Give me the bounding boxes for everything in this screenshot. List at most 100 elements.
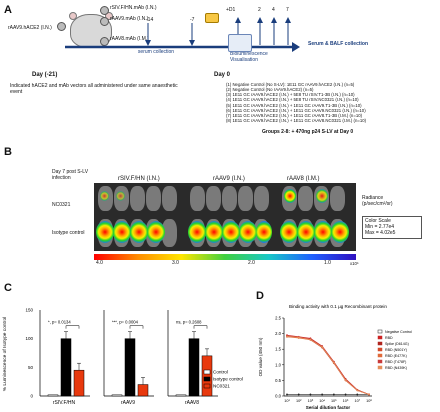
b-header: Day 7 post S-LV infection (52, 169, 89, 181)
group-item: (3) 1E11 GC rAAV9.hACE2 (I.N.) + 5E8 TU … (226, 92, 355, 98)
data-point (286, 393, 288, 396)
time-minus7: -7 (190, 17, 195, 23)
y-tick-label: 2.5 (275, 316, 281, 321)
luminescence-bar-chart: % Luminescence of Isotype control 0 50 100 1… (2, 308, 243, 407)
legend-swatch (203, 369, 211, 375)
legend-swatch (377, 365, 383, 370)
scale-tick: 1.0 (324, 260, 331, 266)
legend-label: RBD (E477K) (385, 354, 407, 358)
bioluminescence-label: Bioluminescence Visualisation (230, 51, 268, 63)
legend-label: Spike (D614G) (385, 342, 409, 346)
group-label: rAAV8 (185, 400, 199, 406)
group-item: (7) 1E11 GC rAAV9.hACE2 (I.N.) + 1E11 GC… (226, 112, 363, 118)
group-label: rAAV9 (121, 400, 135, 406)
data-point (309, 393, 312, 396)
vial-icon (100, 17, 109, 26)
panel-c-label: C (4, 282, 12, 294)
data-point (332, 361, 335, 364)
time-d7: 7 (286, 7, 289, 13)
serum-balf-label: Serum & BALF collection (308, 41, 369, 47)
y-tick-label: 150 (25, 308, 33, 313)
p-value-label: ns, p= 0.2608 (176, 320, 202, 325)
significance-bracket (65, 325, 80, 329)
b-row-nc0321: NC0321 (52, 202, 71, 208)
timeline-arrow (65, 17, 300, 52)
y-axis-label: OD value (450 nm) (258, 337, 263, 376)
b-col-3: rAAV8 (I.M.) (287, 176, 320, 182)
legend-label: RBD (N439K) (385, 366, 407, 370)
group-list: (1) Negative Control (No S-LV): 1E11 GC … (226, 82, 438, 123)
x-tick-label: 10³ (308, 399, 314, 403)
color-scale-max: Max = 4.02e5 (365, 229, 396, 236)
syringe-icon (205, 13, 219, 23)
time-d4: 4 (272, 7, 275, 13)
data-point (332, 393, 335, 396)
bioluminescence-image (94, 183, 356, 251)
group-label: rAAV9.hACE2 (I.N.) (8, 25, 52, 31)
radiance-label: Radiance (p/sec/cm²/sr) (362, 195, 393, 207)
y-tick-label: 0.0 (275, 394, 281, 399)
legend-swatch (203, 376, 211, 382)
group-item: (1) Negative Control (No S-LV): 1E11 GC … (226, 82, 355, 87)
legend-swatch (377, 353, 383, 358)
day-minus21-label: Day (-21) (32, 72, 58, 78)
series-line (286, 335, 370, 395)
vial-icon (100, 37, 109, 46)
data-point (297, 393, 300, 396)
data-point (356, 389, 359, 392)
x-tick-label: 10⁶ (343, 399, 349, 403)
bar (188, 338, 200, 397)
color-scale-title: Color Scale (365, 218, 391, 224)
scale-tick: 4.0 (96, 260, 103, 266)
imaging-icon (228, 34, 252, 52)
bar (60, 338, 72, 397)
y-tick-label: 100 (25, 336, 33, 341)
y-tick-label: 50 (28, 365, 34, 370)
p-value-label: ***, p= 0.0004 (112, 320, 139, 325)
legend-label: NC0321 (213, 384, 230, 389)
scale-exponent: x10⁵ (350, 261, 359, 266)
bar (175, 394, 187, 397)
data-point (297, 336, 300, 339)
y-tick-label: 1.0 (275, 362, 281, 367)
group-item: (8) 1E11 GC rAAV9.hACE2 (I.N.) + 1E11 GC… (226, 118, 367, 124)
vector-label-2: rAAV9.mAb (I.N.) (110, 16, 149, 22)
legend-swatch (203, 383, 211, 389)
vial-icon (100, 6, 109, 15)
significance-bracket (193, 325, 208, 329)
legend-label: Negative Control (385, 330, 412, 334)
binding-activity-chart: Binding activity with 0.1 µg Recombinant… (258, 304, 412, 410)
scale-tick: 2.0 (248, 260, 255, 266)
legend-label: Control (213, 370, 228, 375)
series-line (286, 334, 370, 395)
x-tick-label: 10⁴ (319, 399, 325, 403)
data-point (356, 393, 359, 396)
series-line (286, 336, 370, 395)
vector-label-3: rAAV8.mAb (I.M.) (110, 36, 149, 42)
time-minus14: -14 (146, 17, 154, 23)
group-item: (2) Negative Control (No rAAV9.hACE2) (n… (226, 87, 314, 93)
panel-d-label: D (256, 290, 264, 302)
groups-note: Groups 2-8: + 470ng p24 S-LV at Day 0 (262, 129, 354, 135)
group-item: (6) 1E11 GC rAAV9.hACE2 (I.N.) + 1E11 GC… (226, 107, 366, 113)
data-point (286, 335, 288, 338)
series-line (286, 336, 370, 395)
bar (124, 338, 136, 397)
bar (201, 355, 213, 397)
vector-label-1: rSIV.F/HN.mAb (I.N.) (110, 5, 157, 11)
x-tick-label: 10⁸ (366, 399, 372, 403)
y-tick-label: 1.5 (275, 347, 281, 352)
administration-note: Indicated hACE2 and mAb vectors all admi… (10, 83, 178, 95)
legend-swatch (377, 359, 383, 364)
b-row-isotype: Isotype control (52, 230, 85, 236)
legend-swatch (377, 335, 383, 340)
data-point (309, 338, 312, 341)
panel-a-label: A (4, 4, 12, 16)
legend-label: Isotype control (213, 377, 243, 382)
serum-collection-label: serum collection (137, 49, 175, 55)
data-point (321, 393, 324, 396)
x-tick-label: 10⁷ (354, 399, 360, 403)
data-point (368, 393, 370, 396)
y-axis-label: % Luminescence of Isotype control (2, 317, 8, 391)
legend-swatch (377, 341, 383, 346)
